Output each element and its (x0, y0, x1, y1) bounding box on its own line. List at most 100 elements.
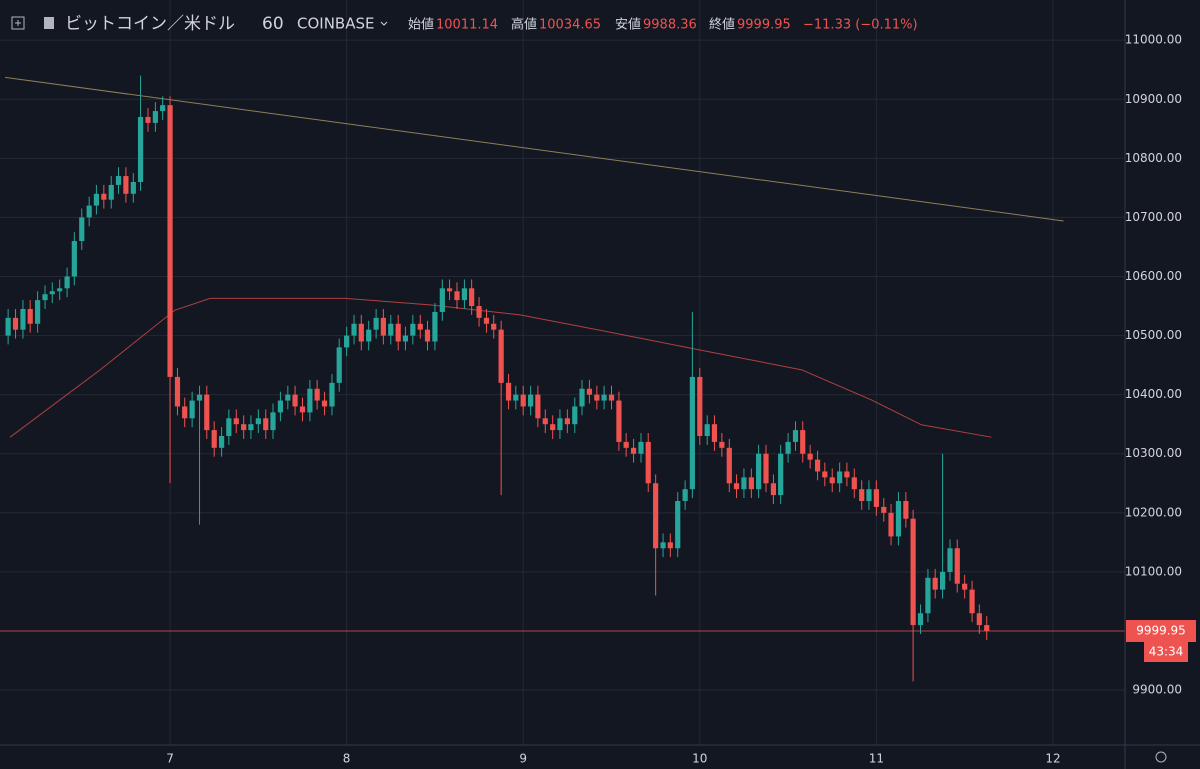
candle-body (270, 412, 276, 431)
candle-body (785, 441, 791, 454)
y-tick-label: 10300.00 (1125, 446, 1182, 460)
candle-body (424, 329, 431, 342)
trend-line (5, 76, 1064, 222)
y-tick-label: 10800.00 (1125, 151, 1182, 165)
candle-body (630, 447, 637, 454)
ohlc-value: 10011.14 (436, 18, 498, 33)
candle-body (277, 400, 284, 413)
candle-body (307, 388, 313, 413)
candle-body (535, 394, 541, 419)
candle-body (12, 317, 19, 330)
candle-body (358, 323, 364, 342)
candle-body (645, 441, 651, 484)
candle-body (49, 291, 55, 295)
settings-icon[interactable] (1155, 751, 1167, 763)
candle-body (660, 542, 666, 549)
last-price-label: 9999.95 (1136, 624, 1186, 638)
candle-body (351, 323, 357, 336)
countdown: 43:34 (1149, 645, 1184, 659)
candle-body (285, 394, 291, 401)
candle-body (557, 418, 563, 431)
ohlc-label: 高値 (511, 17, 537, 33)
candle-body (689, 376, 695, 490)
candle-body (976, 613, 982, 626)
candle-body (410, 323, 416, 336)
candle-body (35, 300, 41, 324)
candle-body (299, 406, 306, 413)
candle-body (520, 394, 526, 407)
candle-body (417, 323, 423, 330)
candle-body (800, 430, 806, 454)
x-tick-label: 7 (166, 752, 174, 766)
candle-body (572, 406, 578, 425)
x-tick-label: 11 (869, 752, 884, 766)
exchange[interactable]: COINBASE (297, 15, 374, 33)
candle-body (954, 548, 960, 584)
candle-body (579, 388, 585, 407)
candle-body (763, 453, 769, 484)
candle-body (697, 376, 703, 437)
candle-body (704, 424, 710, 437)
candle-body (329, 382, 335, 407)
candle-body (837, 471, 843, 484)
icon[interactable] (11, 16, 25, 30)
y-tick-label: 10400.00 (1125, 387, 1182, 401)
ohlc-value: 9988.36 (643, 18, 697, 33)
candle-body (608, 394, 615, 401)
x-tick-label: 10 (692, 752, 707, 766)
candle-body (42, 294, 48, 301)
candle-body (241, 424, 247, 431)
candle-body (564, 418, 570, 425)
candle-body (182, 406, 188, 419)
y-tick-label: 10700.00 (1125, 210, 1182, 224)
candle-body (755, 453, 762, 490)
candle-body (130, 181, 136, 194)
candle-body (255, 418, 261, 425)
candle-body (137, 116, 144, 182)
y-tick-label: 9900.00 (1132, 683, 1182, 697)
candle-body (733, 483, 740, 490)
candle-body (101, 193, 107, 200)
candle-body (792, 430, 799, 442)
candle-body (219, 436, 225, 448)
candle-body (653, 483, 659, 549)
candle-body (741, 477, 747, 490)
y-tick-label: 10100.00 (1125, 564, 1182, 578)
icon (44, 17, 54, 29)
symbol[interactable]: ビットコイン／米ドル (65, 14, 235, 34)
header: ビットコイン／米ドル 60 COINBASE 始値 10011.14 高値 10… (11, 14, 918, 34)
candle-body (866, 489, 872, 501)
candle-body (160, 105, 166, 112)
candle-body (461, 288, 468, 301)
candle-body (925, 577, 931, 614)
candle-body (108, 184, 114, 200)
y-tick-label: 10900.00 (1125, 92, 1182, 106)
candle-body (682, 489, 688, 501)
candle-body (623, 441, 629, 448)
candle-body (888, 512, 894, 537)
candle-body (748, 477, 754, 490)
candle-body (586, 388, 593, 395)
x-tick-label: 8 (343, 752, 351, 766)
candle-body (807, 453, 813, 460)
ohlc-label: 終値 (709, 17, 735, 33)
x-tick-label: 12 (1045, 752, 1060, 766)
candle-body (969, 589, 975, 614)
candle-body (336, 347, 342, 383)
candle-body (491, 323, 497, 330)
candle-body (483, 317, 490, 324)
candle-body (27, 308, 33, 324)
candle-body (167, 105, 173, 377)
candle-body (292, 394, 298, 407)
candle-body (469, 288, 475, 307)
candle-body (822, 471, 828, 478)
y-tick-label: 10200.00 (1125, 505, 1182, 519)
candle-body (513, 394, 519, 401)
candle-body (726, 447, 732, 484)
candle-body (446, 288, 453, 292)
candle-body (388, 323, 394, 336)
candle-body (895, 500, 902, 537)
interval[interactable]: 60 (262, 14, 284, 34)
icon (380, 21, 388, 26)
